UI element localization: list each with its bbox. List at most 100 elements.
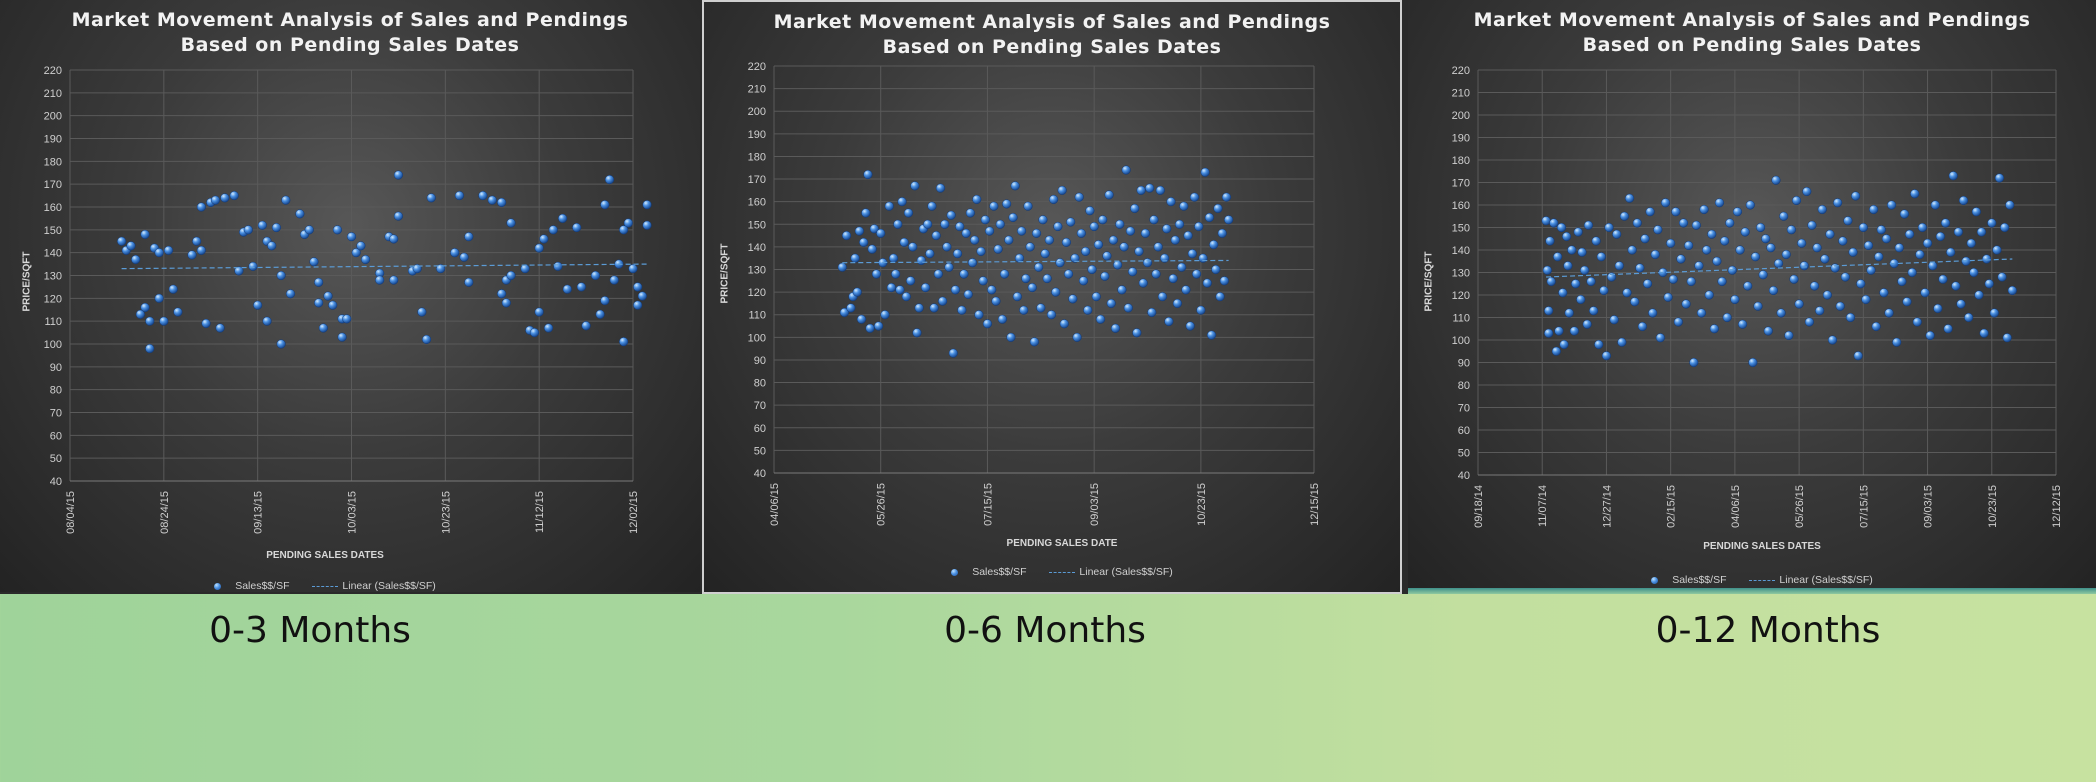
dashed-line-icon — [1049, 571, 1076, 573]
legend-item-trend: Linear (Sales$$/SF) — [1749, 574, 1873, 586]
data-point — [1971, 207, 1981, 217]
data-point — [972, 194, 982, 204]
data-point — [1551, 346, 1561, 356]
data-point — [1168, 273, 1178, 284]
data-point — [1817, 204, 1827, 215]
data-point — [633, 300, 643, 310]
data-point — [1958, 195, 1969, 206]
data-point — [1206, 330, 1217, 340]
data-point — [854, 226, 864, 236]
data-point — [1219, 276, 1229, 286]
data-point — [1076, 228, 1086, 238]
data-point — [871, 269, 882, 279]
data-point — [520, 264, 530, 274]
data-point — [1720, 236, 1730, 246]
data-point — [1113, 260, 1123, 270]
data-point — [426, 193, 436, 203]
x-tick-label: 12/27/14 — [1601, 485, 1613, 528]
y-tick-label: 210 — [748, 84, 766, 96]
data-point — [914, 303, 924, 313]
data-point — [1085, 206, 1095, 216]
data-point — [1130, 203, 1140, 213]
data-point — [1177, 262, 1187, 272]
chart-title-line-1: Market Movement Analysis of Sales and Pe… — [1473, 9, 2031, 31]
x-tick-label: 02/15/15 — [1666, 485, 1678, 528]
data-point — [925, 249, 935, 259]
data-point — [1940, 218, 1951, 228]
x-axis-label: PENDING SALES DATES — [1703, 541, 1821, 552]
data-point — [581, 321, 591, 331]
data-point — [1712, 256, 1722, 266]
data-point — [314, 277, 324, 287]
data-point — [1573, 227, 1583, 237]
data-point — [856, 314, 867, 324]
data-point — [1619, 211, 1629, 221]
data-point — [876, 228, 886, 238]
legend: Sales$$/SF Linear (Sales$$/SF) — [1428, 574, 2096, 586]
y-tick-label: 200 — [1452, 110, 1470, 122]
data-point — [1802, 186, 1812, 197]
data-point — [1586, 276, 1596, 287]
data-point — [1217, 228, 1227, 238]
y-tick-label: 70 — [1458, 403, 1470, 415]
y-tick-label: 200 — [748, 106, 766, 118]
data-point — [1569, 326, 1579, 336]
data-point — [318, 323, 328, 333]
data-point — [1542, 265, 1552, 275]
data-point — [173, 307, 183, 317]
scatter-plot-3-months: 40 50 60 70 80 90 100 110 120 130 140 150 160 170 180 1… — [44, 65, 652, 534]
data-point — [534, 307, 544, 317]
data-point — [1915, 249, 1925, 260]
y-tick-label: 90 — [754, 355, 766, 367]
data-point — [1748, 357, 1758, 368]
data-point — [976, 246, 986, 256]
data-point — [1894, 243, 1904, 253]
data-point — [351, 248, 361, 258]
data-point — [1948, 171, 1958, 181]
data-point — [1594, 339, 1604, 350]
data-point — [1992, 245, 2002, 255]
data-point — [1771, 175, 1781, 185]
data-point — [1830, 263, 1840, 273]
data-point — [1063, 269, 1074, 279]
data-point — [1630, 297, 1640, 307]
y-tick-label: 100 — [748, 332, 766, 344]
data-point — [295, 209, 305, 219]
data-point — [867, 244, 877, 254]
data-point — [910, 181, 920, 191]
data-point — [154, 248, 164, 258]
data-point — [1089, 221, 1099, 232]
y-tick-label: 130 — [44, 271, 62, 283]
chart-title-line-2: Based on Pending Sales Dates — [882, 36, 1222, 58]
data-point — [982, 319, 992, 329]
data-point — [271, 223, 281, 233]
data-point — [963, 289, 973, 299]
data-point — [1559, 339, 1569, 350]
x-tick-label: 11/07/14 — [1537, 485, 1549, 527]
data-point — [1997, 272, 2007, 282]
data-point — [1183, 231, 1193, 241]
data-point — [1162, 224, 1172, 234]
data-point — [880, 310, 890, 320]
data-point — [1545, 236, 1555, 246]
data-point — [168, 284, 178, 294]
data-point — [1853, 351, 1863, 361]
data-point — [1815, 306, 1825, 316]
y-tick-label: 190 — [748, 129, 766, 141]
y-tick-label: 160 — [1452, 200, 1470, 212]
data-point — [544, 323, 554, 333]
y-tick-label: 40 — [754, 468, 766, 480]
data-point — [1174, 219, 1185, 229]
y-tick-label: 140 — [748, 242, 766, 254]
caption-6-months: 0-6 Months — [944, 610, 1146, 651]
data-point — [891, 269, 901, 279]
x-tick-label: 09/03/15 — [1923, 485, 1935, 528]
data-point — [859, 237, 869, 247]
y-tick-label: 50 — [50, 453, 62, 465]
data-point — [1964, 312, 1974, 323]
data-point — [1185, 321, 1195, 331]
data-point — [633, 282, 643, 292]
y-tick-label: 80 — [50, 385, 62, 397]
data-point — [422, 334, 432, 344]
chart-title: Market Movement Analysis of Sales and Pe… — [1408, 8, 2096, 58]
